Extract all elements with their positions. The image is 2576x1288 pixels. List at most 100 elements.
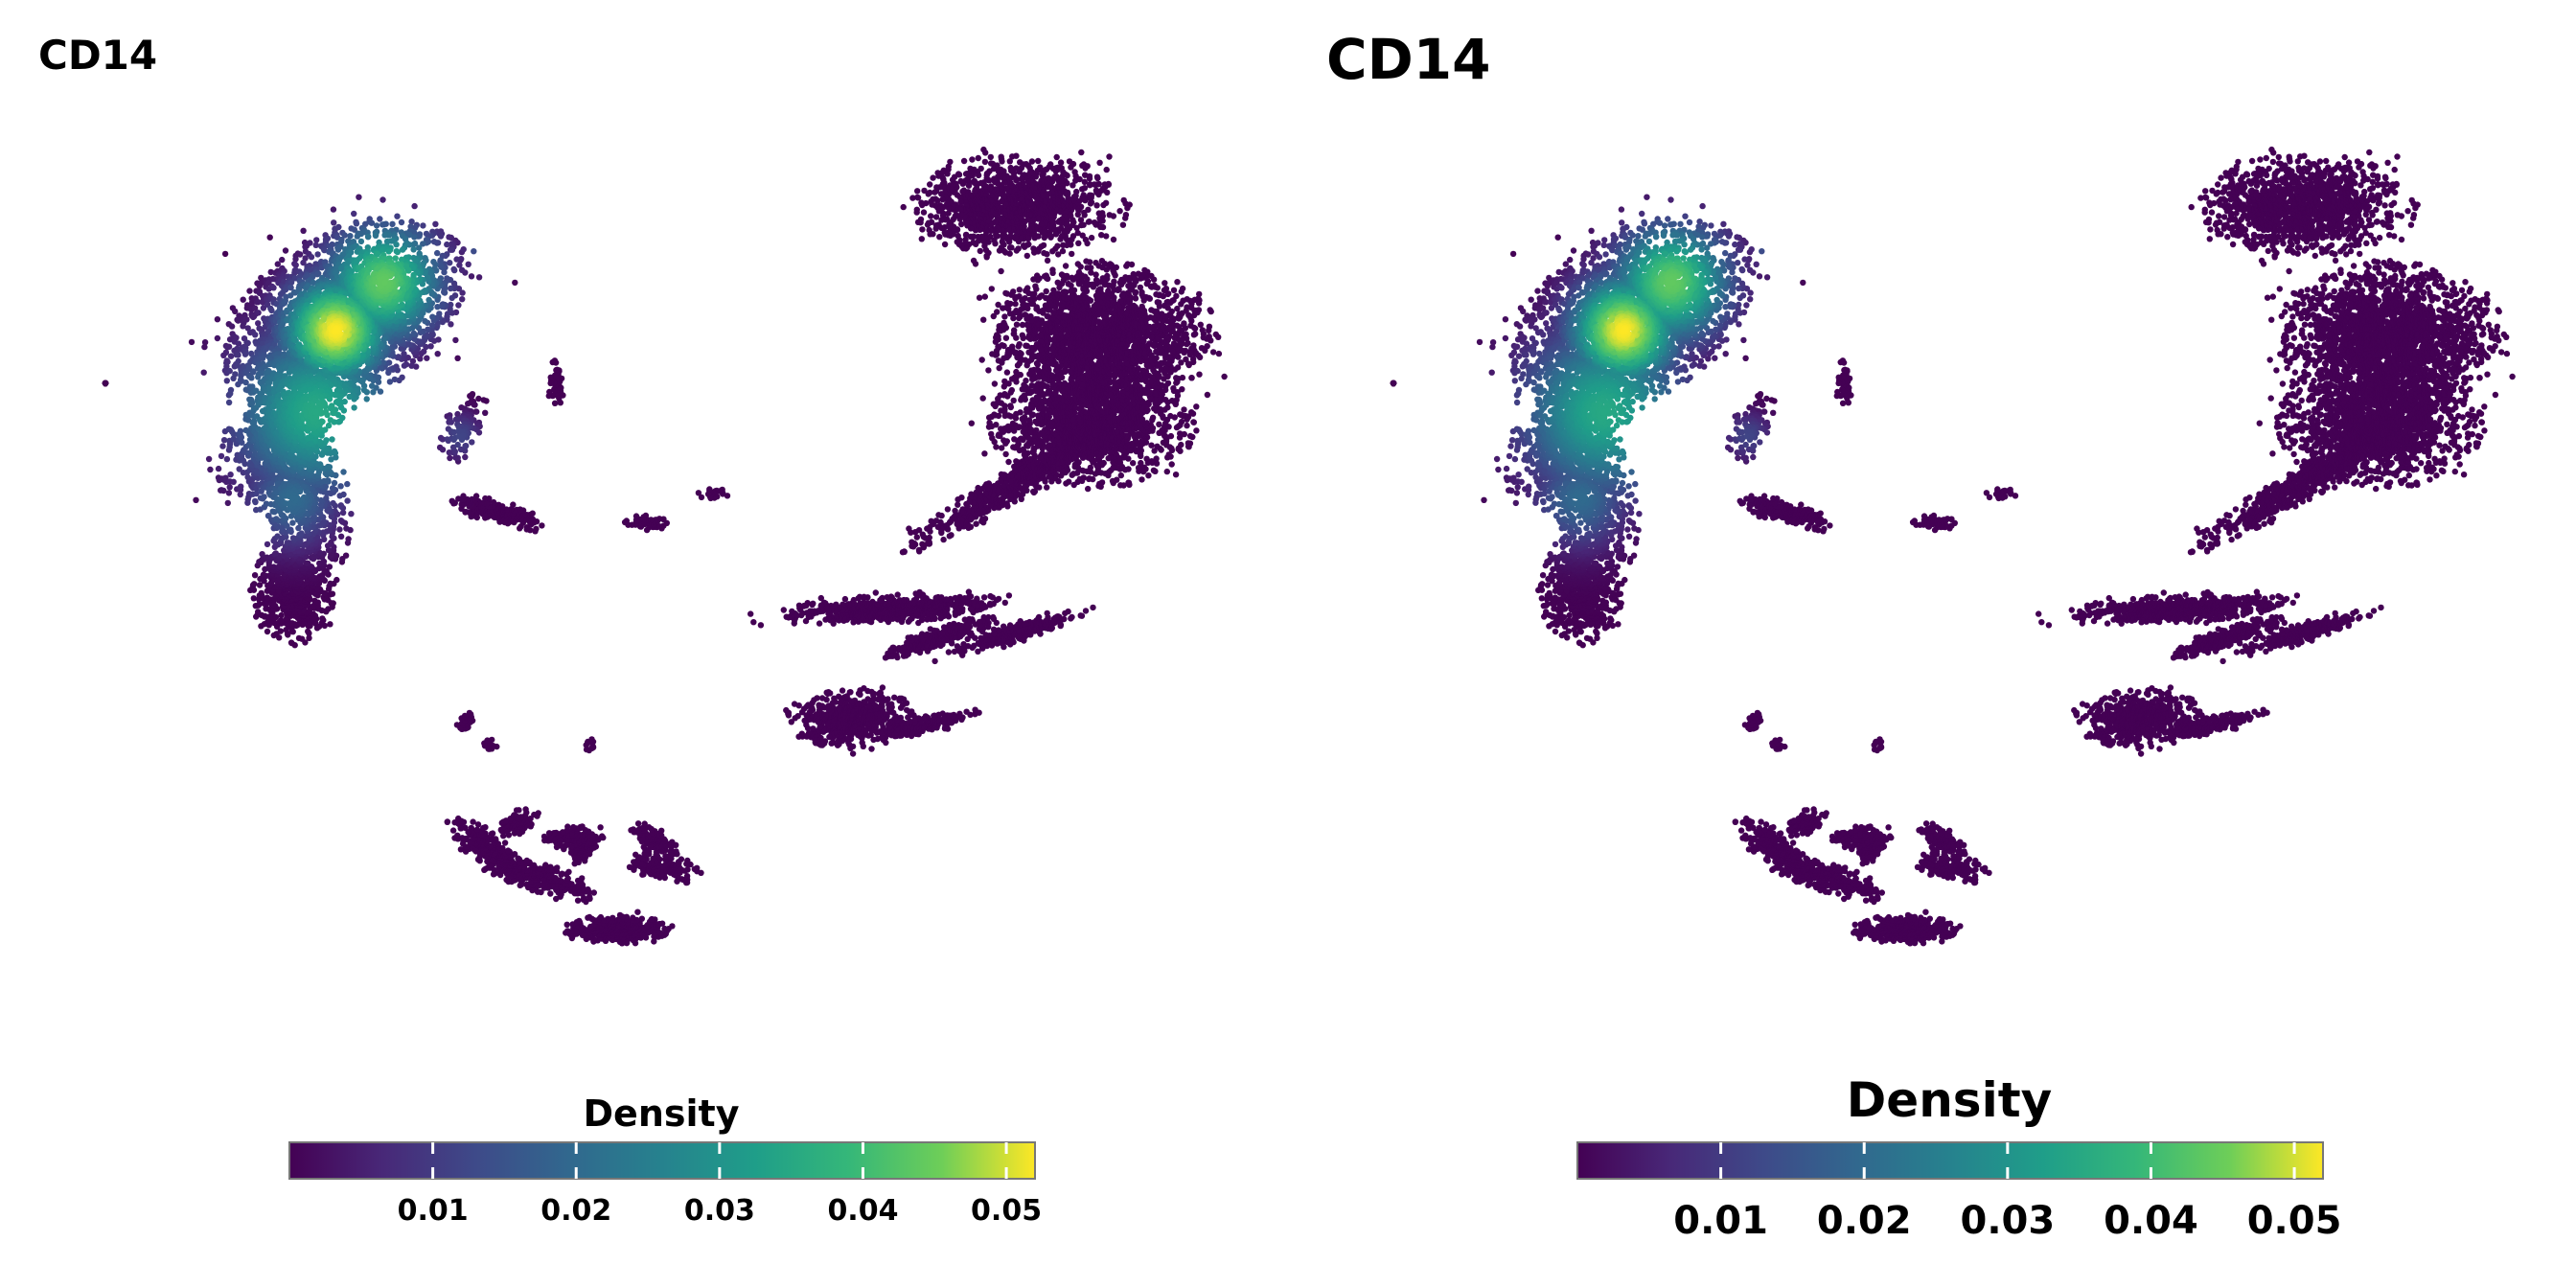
scatter-point — [1031, 249, 1038, 256]
scatter-point — [1160, 439, 1167, 446]
scatter-point — [1052, 367, 1060, 374]
scatter-point — [1053, 153, 1060, 161]
scatter-point — [1141, 266, 1148, 274]
scatter-point — [1006, 244, 1014, 251]
scatter-point — [1057, 236, 1064, 242]
scatter-point — [1161, 287, 1168, 294]
scatter-point — [1130, 460, 1137, 467]
scatter-point — [1033, 306, 1040, 312]
scatter-point — [1082, 172, 1089, 178]
scatter-point — [1117, 472, 1125, 479]
scatter-point — [1212, 331, 1220, 338]
scatter-point — [1123, 263, 1130, 269]
scatter-point — [1174, 279, 1181, 286]
scatter-point — [1092, 260, 1099, 266]
scatter-point — [1184, 422, 1190, 429]
scatter-point — [1087, 182, 1093, 189]
scatter-point — [1188, 304, 1195, 311]
scatter-point — [1204, 391, 1211, 399]
scatter-point — [1173, 380, 1180, 386]
scatter-point — [1100, 201, 1107, 209]
scatter-point — [1190, 332, 1198, 338]
scatter-point — [1176, 434, 1184, 441]
scatter-point — [1170, 287, 1178, 293]
scatter-point — [1196, 371, 1203, 378]
scatter-point — [1035, 157, 1042, 165]
scatter-point — [1068, 164, 1074, 171]
scatter-point — [1091, 219, 1098, 226]
scatter-point — [1147, 378, 1155, 385]
scatter-point — [1077, 217, 1085, 223]
scatter-point — [1109, 477, 1116, 485]
scatter-point — [1041, 273, 1048, 280]
scatter-point — [1177, 411, 1184, 418]
scatter-point — [972, 706, 978, 713]
scatter-point — [1062, 263, 1070, 269]
scatter-point — [1008, 167, 1015, 174]
scatter-point — [1188, 375, 1195, 381]
scatter-point — [1024, 252, 1031, 260]
scatter-point — [1044, 257, 1051, 264]
scatter-point — [1156, 429, 1162, 436]
scatter-point — [1016, 287, 1024, 293]
scatter-point — [1200, 334, 1208, 341]
scatter-point — [1020, 242, 1027, 249]
chart-panel-left: CD14 Density 0.01 0.02 0.03 0.04 0.05 — [38, 32, 1228, 1228]
scatter-point — [1161, 302, 1168, 310]
scatter-point — [1178, 288, 1185, 295]
scatter-point — [1148, 442, 1155, 448]
scatter-point — [1143, 455, 1150, 462]
scatter-point — [1037, 454, 1044, 461]
scatter-point — [1062, 610, 1069, 617]
scatter-point — [1005, 592, 1013, 599]
scatter-point — [1006, 158, 1014, 165]
scatter-point — [1017, 159, 1024, 166]
scatter-point — [1181, 321, 1187, 328]
scatter-point — [980, 146, 987, 153]
scatter-point — [987, 153, 995, 161]
scatter-point — [1044, 484, 1050, 491]
scatter-point — [1169, 348, 1176, 356]
scatter-point — [1215, 350, 1223, 357]
scatter-points — [102, 146, 1228, 947]
scatter-point — [1170, 385, 1177, 392]
scatter-point — [1190, 419, 1197, 426]
scatter-point — [1041, 234, 1048, 242]
scatter-point — [1029, 448, 1036, 455]
scatter-point — [1070, 182, 1076, 189]
scatter-point — [1195, 300, 1203, 307]
scatter-point — [1118, 292, 1126, 299]
scatter-point — [1032, 283, 1039, 289]
scatter-point — [1094, 174, 1101, 182]
scatter-point — [1085, 485, 1092, 493]
scatter-point — [1025, 334, 1032, 341]
scatter-point — [1093, 202, 1100, 209]
scatter-point — [1083, 258, 1090, 264]
scatter-point — [1138, 476, 1145, 483]
scatter-point — [1151, 448, 1158, 454]
scatter-point — [1207, 307, 1213, 313]
scatter-point — [1137, 284, 1144, 291]
scatter-point — [1096, 215, 1103, 221]
scatter-point — [987, 160, 995, 167]
scatter-point — [1077, 612, 1084, 619]
scatter-point — [1175, 446, 1182, 452]
scatter-point — [1025, 349, 1032, 356]
scatter-point — [1030, 488, 1037, 495]
scatter-point — [1078, 149, 1085, 156]
scatter-point — [1206, 327, 1212, 334]
scatter-point — [1023, 342, 1029, 349]
scatter-point — [1001, 599, 1009, 607]
scatter-point — [1074, 211, 1082, 218]
scatter-point — [1069, 250, 1075, 258]
scatter-point — [1175, 314, 1182, 321]
scatter-point — [1016, 314, 1023, 322]
scatter-point — [1153, 348, 1160, 355]
scatter-point — [1030, 276, 1037, 283]
scatter-point — [1049, 269, 1056, 276]
scatter-point — [1145, 472, 1152, 479]
scatter-point — [999, 239, 1006, 245]
scatter-point — [1054, 279, 1061, 286]
scatter-point — [1088, 269, 1094, 276]
scatter-point — [1035, 412, 1042, 419]
